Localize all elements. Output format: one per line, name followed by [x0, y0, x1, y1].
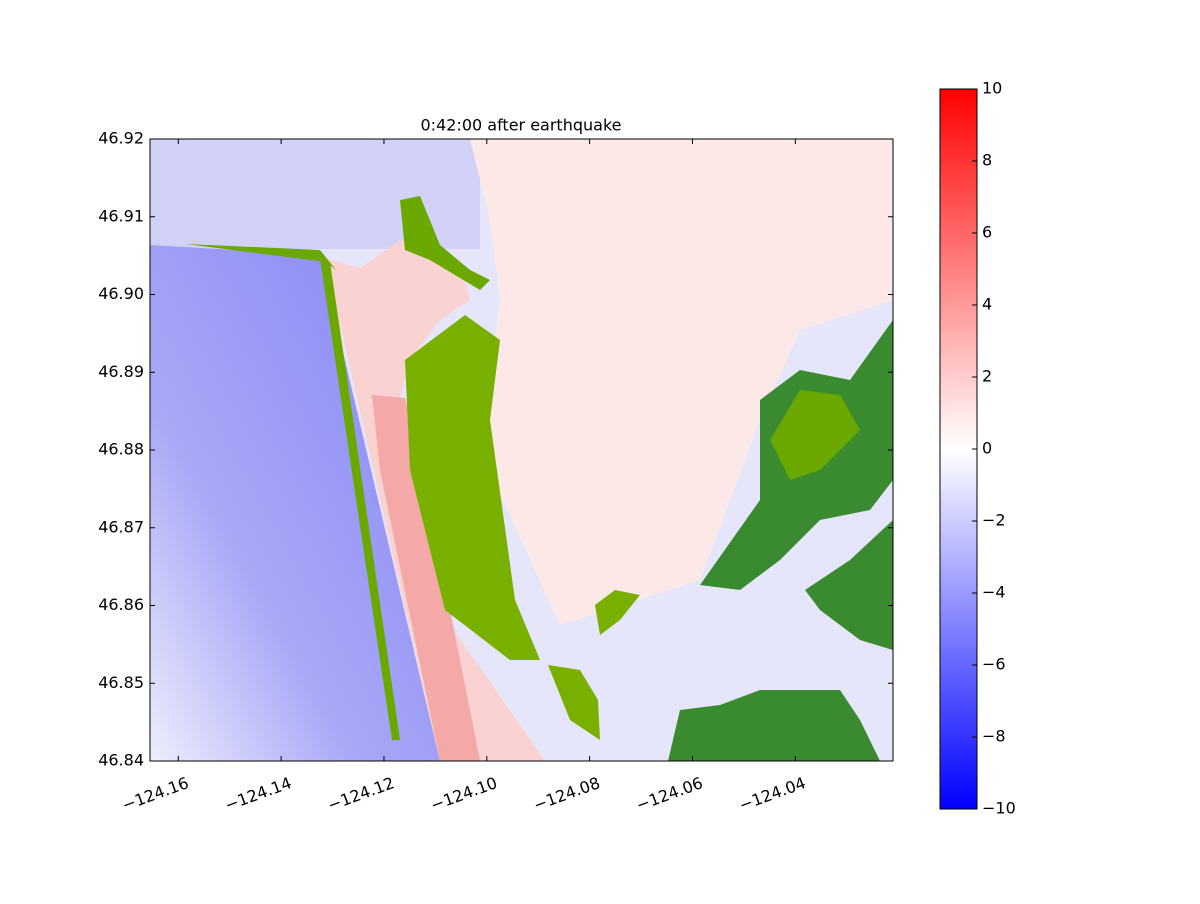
colorbar-tick-label: 8 [982, 151, 992, 170]
y-tick-label: 46.88 [98, 440, 144, 459]
chart-title: 0:42:00 after earthquake [421, 116, 622, 135]
y-tick-label: 46.91 [98, 206, 144, 225]
y-tick-label: 46.90 [98, 284, 144, 303]
y-tick-label: 46.85 [98, 673, 144, 692]
x-tick-label: −124.10 [428, 773, 500, 815]
colorbar-tick-label: 0 [982, 439, 992, 458]
map-field [150, 139, 893, 761]
x-tick-label: −124.14 [222, 773, 294, 815]
colorbar-tick-label: −6 [982, 655, 1006, 674]
y-tick-label: 46.89 [98, 362, 144, 381]
y-tick-label: 46.84 [98, 751, 144, 770]
colorbar-tick-label: −8 [982, 727, 1006, 746]
colorbar-tick-label: 6 [982, 223, 992, 242]
x-tick-label: −124.04 [737, 773, 809, 815]
colorbar-tick-label: 10 [982, 79, 1002, 98]
x-tick-label: −124.06 [634, 773, 706, 815]
colorbar [939, 88, 978, 810]
colorbar-tick-label: −10 [982, 799, 1016, 818]
x-tick-label: −124.08 [531, 773, 603, 815]
y-tick-label: 46.92 [98, 129, 144, 148]
colorbar-tick-label: 4 [982, 295, 992, 314]
y-tick-label: 46.87 [98, 517, 144, 536]
y-tick-label: 46.86 [98, 595, 144, 614]
x-tick-label: −124.16 [119, 773, 191, 815]
x-tick-label: −124.12 [325, 773, 397, 815]
colorbar-tick-label: −4 [982, 583, 1006, 602]
colorbar-tick-label: −2 [982, 511, 1006, 530]
colorbar-tick-label: 2 [982, 367, 992, 386]
